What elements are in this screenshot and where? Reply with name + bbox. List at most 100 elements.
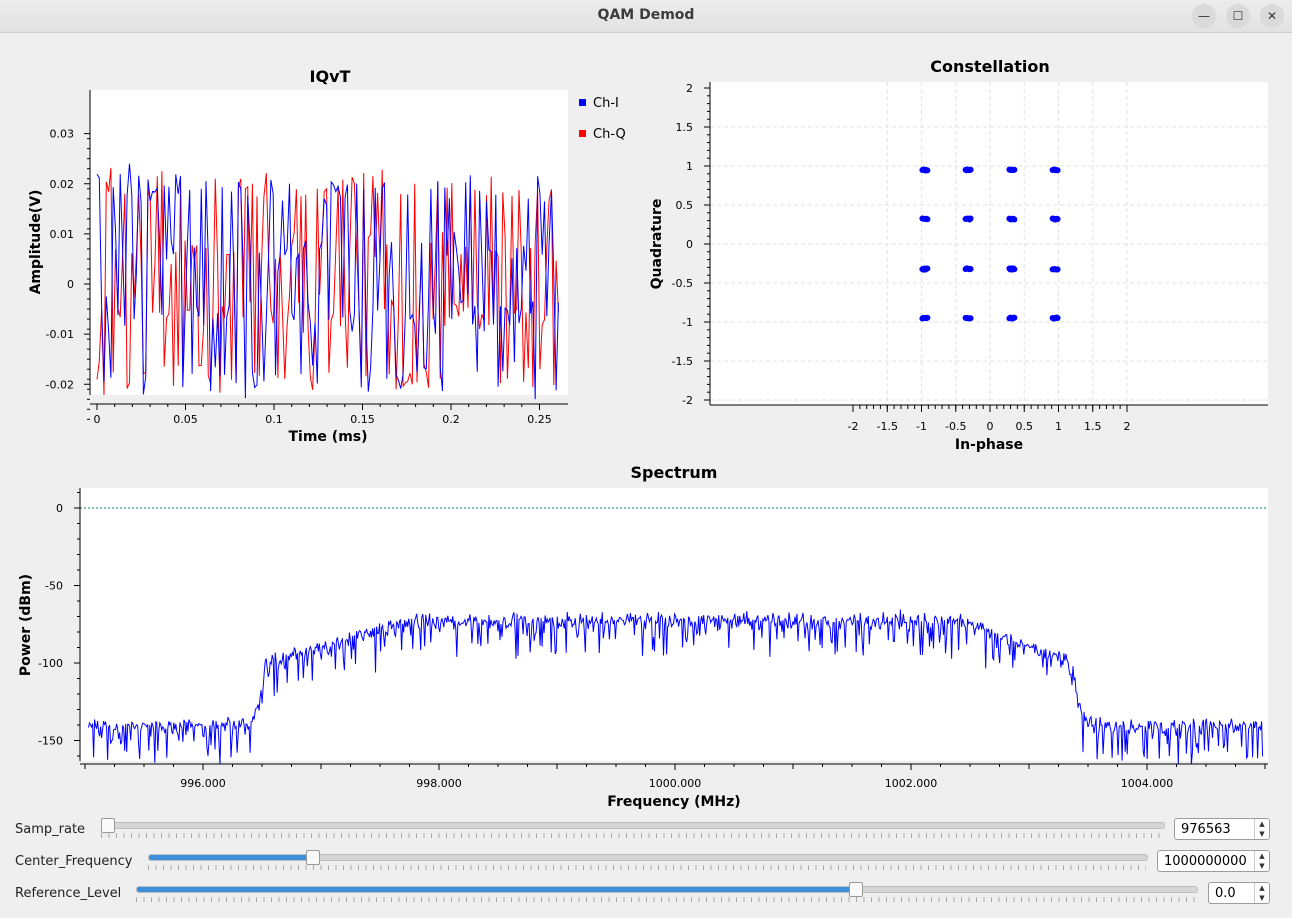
samp-rate-slider-handle[interactable] [101, 818, 115, 833]
spin-down-icon[interactable]: ▼ [1259, 894, 1265, 902]
constellation-sample [1054, 167, 1061, 174]
constellation-y-label: Quadrature [649, 199, 665, 290]
spectrum-y-tick-label: -150 [38, 735, 63, 748]
samp-rate-spin-arrows[interactable]: ▲ ▼ [1254, 819, 1269, 839]
spectrum-x-tick-label: 998.000 [416, 777, 462, 790]
reference-level-spinbox[interactable]: 0.0 ▲ ▼ [1208, 882, 1270, 904]
center-frequency-slider-fill [149, 855, 309, 860]
constellation-y-tick-label: 0 [686, 238, 693, 251]
iqvt-legend[interactable]: Ch-I Ch-Q [579, 96, 626, 142]
constellation-y-tick-label: -1.5 [672, 355, 693, 368]
constellation-sample [1011, 314, 1018, 321]
iqvt-x-tick-label: 0 [94, 413, 101, 426]
spin-down-icon[interactable]: ▼ [1259, 830, 1265, 838]
iqvt-y-tick-label: 0.01 [50, 228, 75, 241]
spectrum-x-tick-label: 996.000 [180, 777, 226, 790]
samp-rate-spinbox[interactable]: 976563 ▲ ▼ [1174, 818, 1270, 840]
center-frequency-slider-handle[interactable] [305, 850, 320, 865]
constellation-point [1049, 215, 1061, 223]
center-frequency-label: Center_Frequency [15, 854, 133, 869]
constellation-sample [924, 216, 931, 223]
iqvt-x-tick-label: 0.1 [265, 413, 283, 426]
legend-label-ch-q[interactable]: Ch-Q [593, 127, 626, 142]
constellation-canvas[interactable] [710, 82, 1268, 405]
constellation-sample [1011, 166, 1018, 173]
constellation-sample [1011, 216, 1018, 223]
constellation-y-tick-label: 0.5 [676, 199, 694, 212]
constellation-point [1049, 166, 1061, 174]
constellation-x-tick-label: -1.5 [877, 420, 898, 433]
spectrum-plot[interactable]: Spectrum 996.000 998.000 1000.000 1002.000 1… [0, 455, 1292, 815]
spectrum-canvas[interactable] [80, 488, 1268, 761]
center-frequency-value[interactable]: 1000000000 [1164, 854, 1247, 869]
center-frequency-slider[interactable] [148, 854, 1148, 861]
spectrum-series [88, 609, 1264, 765]
samp-rate-label: Samp_rate [15, 822, 86, 837]
spin-up-icon[interactable]: ▲ [1259, 820, 1265, 828]
constellation-x-tick-label: 0.5 [1016, 420, 1034, 433]
close-button[interactable]: ✕ [1260, 4, 1284, 28]
constellation-point [962, 265, 974, 273]
reference-level-value[interactable]: 0.0 [1215, 886, 1236, 901]
iqvt-x-tick-label: 0.05 [173, 413, 198, 426]
minimize-button[interactable]: — [1192, 4, 1216, 28]
reference-level-spin-arrows[interactable]: ▲ ▼ [1254, 883, 1269, 903]
reference-level-slider-ticks [136, 897, 1196, 902]
spectrum-x-tick-label: 1000.000 [649, 777, 702, 790]
constellation-sample [967, 315, 974, 322]
constellation-sample [1054, 266, 1061, 273]
iqvt-x-tick-label: 0.2 [442, 413, 460, 426]
spectrum-x-tick-label: 1004.000 [1121, 777, 1174, 790]
constellation-x-tick-label: -2 [848, 420, 859, 433]
spin-down-icon[interactable]: ▼ [1259, 862, 1265, 870]
constellation-point [962, 166, 974, 174]
spectrum-y-tick-label: -100 [38, 657, 63, 670]
reference-level-slider[interactable] [136, 886, 1198, 893]
window-titlebar: QAM Demod — ☐ ✕ [0, 0, 1292, 33]
constellation-sample [967, 215, 974, 222]
constellation-sample [1054, 315, 1061, 321]
iqvt-x-label: Time (ms) [288, 429, 367, 445]
samp-rate-slider[interactable] [101, 822, 1165, 829]
constellation-sample [1011, 266, 1018, 273]
constellation-plot[interactable]: Constellation -2 -1.5 -1 -0.5 0 0.5 1 1.5 2 2 1.5 1… [640, 32, 1292, 462]
constellation-sample [967, 166, 974, 173]
spectrum-y-tick-label: -50 [45, 580, 63, 593]
iqvt-y-tick-label: -0.01 [46, 328, 74, 341]
constellation-y-tick-label: -0.5 [672, 277, 693, 290]
constellation-point [919, 314, 931, 322]
constellation-point [1049, 266, 1061, 273]
center-frequency-spinbox[interactable]: 1000000000 ▲ ▼ [1157, 850, 1270, 872]
minimize-icon: — [1198, 9, 1210, 23]
constellation-y-tick-label: 2 [686, 82, 693, 95]
legend-swatch-ch-i [579, 99, 586, 106]
reference-level-label: Reference_Level [15, 886, 122, 901]
constellation-point [1006, 166, 1018, 174]
spectrum-title: Spectrum [631, 463, 718, 482]
constellation-x-tick-label: 1.5 [1084, 420, 1102, 433]
constellation-y-tick-label: 1 [686, 160, 693, 173]
iqvt-y-label: Amplitude(V) [28, 190, 44, 295]
maximize-button[interactable]: ☐ [1226, 4, 1250, 28]
constellation-sample [924, 265, 931, 272]
reference-level-slider-handle[interactable] [848, 882, 863, 897]
constellation-point [919, 166, 931, 174]
constellation-x-tick-label: 1 [1055, 420, 1062, 433]
constellation-x-label: In-phase [955, 437, 1023, 453]
spectrum-x-label: Frequency (MHz) [607, 794, 740, 810]
iqvt-y-tick-label: -0.02 [46, 378, 74, 391]
iqvt-y-tick-label: 0 [67, 278, 74, 291]
spin-up-icon[interactable]: ▲ [1259, 884, 1265, 892]
spin-up-icon[interactable]: ▲ [1259, 852, 1265, 860]
constellation-x-tick-label: 0 [987, 420, 994, 433]
legend-label-ch-i[interactable]: Ch-I [593, 96, 619, 111]
iqvt-y-tick-label: 0.03 [50, 128, 75, 141]
iqvt-plot[interactable]: IQvT 0 0.05 0.1 0.15 0.2 0.25 0.03 0.02 0.01 0 -0.… [0, 32, 650, 452]
legend-swatch-ch-q [579, 130, 586, 137]
center-frequency-spin-arrows[interactable]: ▲ ▼ [1254, 851, 1269, 871]
iqvt-y-tick-label: 0.02 [50, 178, 75, 191]
samp-rate-value[interactable]: 976563 [1181, 822, 1231, 837]
constellation-y-tick-label: -1 [682, 316, 693, 329]
constellation-point [1006, 215, 1018, 223]
constellation-y-tick-label: -2 [682, 394, 693, 407]
